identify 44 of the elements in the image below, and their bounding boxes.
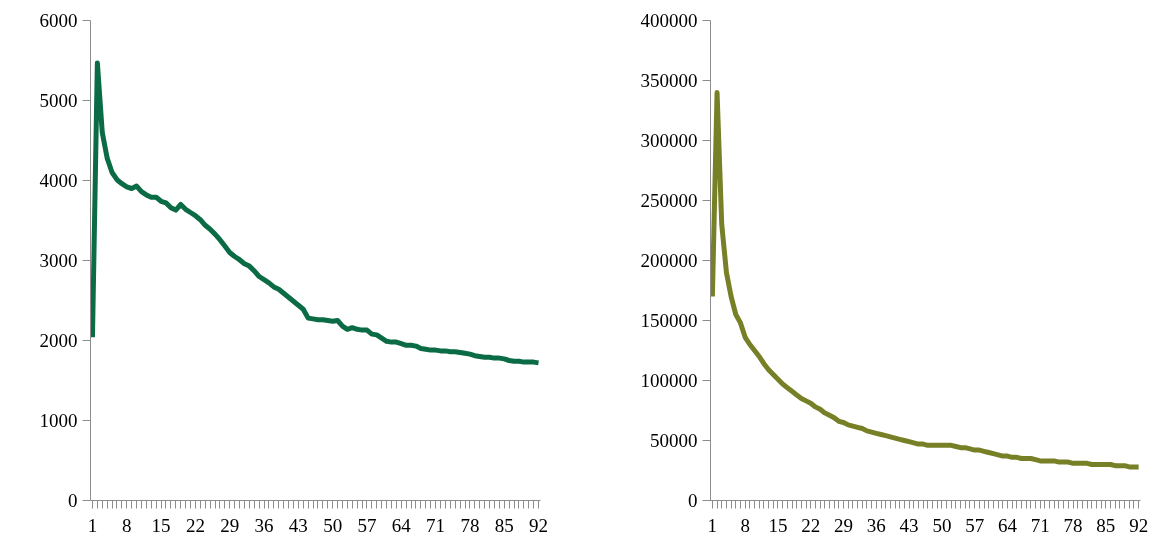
x-tick-label: 36 xyxy=(254,514,274,536)
x-tick-label: 43 xyxy=(288,514,308,536)
x-tick-label: 85 xyxy=(1096,514,1116,536)
y-tick-label: 0 xyxy=(68,490,78,511)
y-tick-label: 5000 xyxy=(39,90,78,111)
y-tick-label: 300000 xyxy=(640,130,698,151)
x-tick-label: 36 xyxy=(866,514,886,536)
x-tick-label: 1 xyxy=(87,514,98,536)
x-tick-label: 78 xyxy=(460,514,480,536)
y-tick-label: 4000 xyxy=(39,170,78,191)
x-tick-label: 22 xyxy=(185,514,205,536)
x-tick-label: 57 xyxy=(357,514,377,536)
y-tick-label: 2000 xyxy=(39,330,78,351)
y-tick-label: 250000 xyxy=(640,190,698,211)
x-tick-label: 71 xyxy=(426,514,446,536)
x-tick-label: 92 xyxy=(1129,514,1149,536)
x-tick-label: 8 xyxy=(122,514,132,536)
y-tick-label: 0 xyxy=(688,490,698,511)
y-tick-label: 100000 xyxy=(640,370,698,391)
x-tick-label: 50 xyxy=(323,514,343,536)
x-tick-label: 29 xyxy=(220,514,240,536)
y-tick-label: 200000 xyxy=(640,250,698,271)
x-tick-label: 64 xyxy=(391,514,412,536)
x-tick-label: 8 xyxy=(740,514,750,536)
x-tick-label: 57 xyxy=(965,514,985,536)
x-tick-label: 92 xyxy=(529,514,549,536)
y-tick-label: 3000 xyxy=(39,250,78,271)
x-tick-label: 15 xyxy=(768,514,788,536)
x-tick-label: 64 xyxy=(997,514,1018,536)
x-tick-label: 78 xyxy=(1063,514,1083,536)
x-tick-label: 29 xyxy=(834,514,854,536)
x-tick-label: 1 xyxy=(707,514,718,536)
x-tick-label: 50 xyxy=(932,514,952,536)
y-tick-label: 6000 xyxy=(39,10,78,31)
y-tick-label: 150000 xyxy=(640,310,698,331)
y-tick-label: 350000 xyxy=(640,70,698,91)
x-tick-label: 43 xyxy=(899,514,919,536)
x-tick-label: 15 xyxy=(151,514,171,536)
x-tick-label: 22 xyxy=(801,514,821,536)
y-tick-label: 400000 xyxy=(640,10,698,31)
x-tick-label: 71 xyxy=(1030,514,1050,536)
y-tick-label: 50000 xyxy=(650,430,698,451)
x-tick-label: 85 xyxy=(494,514,514,536)
y-tick-label: 1000 xyxy=(39,410,78,431)
